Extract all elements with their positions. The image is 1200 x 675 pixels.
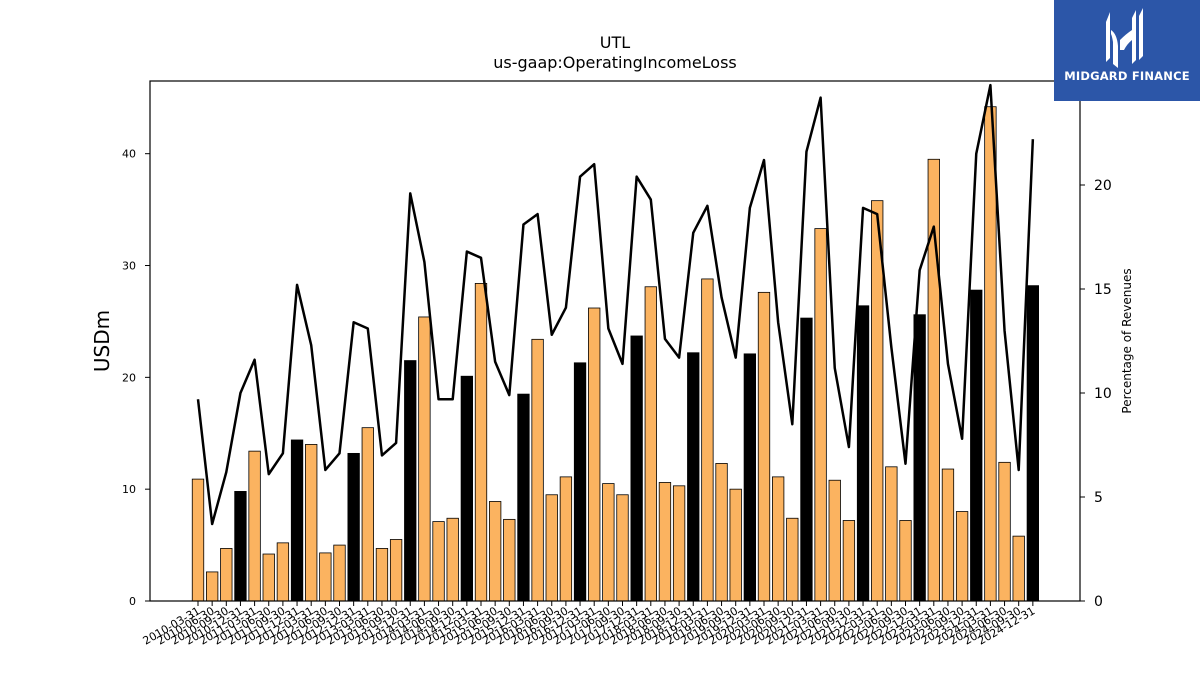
- bar-2011-03-31: [248, 450, 261, 602]
- bar-2021-12-31: [856, 305, 870, 602]
- left-tick-label: 0: [129, 595, 136, 608]
- bar-2016-09-30: [559, 476, 573, 602]
- bar-2012-09-30: [333, 544, 346, 602]
- line-layer: [196, 83, 1035, 526]
- chart-title: UTL: [600, 33, 630, 52]
- bar-2016-12-31: [573, 362, 587, 602]
- bar-2019-03-31: [701, 278, 714, 602]
- logo-text: MIDGARD FINANCE: [1064, 69, 1190, 83]
- x-axis-ticks: 2010-03-312010-06-302010-09-302010-12-31…: [141, 601, 1037, 648]
- bar-2020-06-30: [772, 476, 785, 602]
- midgard-m-icon: [1106, 8, 1143, 68]
- bar-2024-12-31: [1026, 285, 1039, 602]
- bar-2016-03-31: [531, 338, 544, 602]
- bar-2012-12-31: [347, 452, 360, 602]
- bar-2024-03-31: [984, 106, 997, 602]
- bar-2017-06-30: [602, 483, 615, 602]
- bar-2011-12-31: [290, 439, 304, 602]
- right-tick-label: 10: [1094, 386, 1112, 402]
- left-tick-label: 10: [122, 483, 136, 496]
- bar-2021-06-30: [828, 479, 841, 602]
- bar-2015-06-30: [488, 501, 502, 602]
- bar-2022-06-30: [885, 466, 898, 602]
- bar-2013-12-31: [404, 360, 417, 602]
- bar-2019-06-30: [715, 463, 728, 602]
- bar-2021-03-31: [814, 228, 827, 602]
- bar-2014-06-30: [432, 521, 445, 602]
- left-tick-label: 30: [122, 260, 136, 273]
- bar-2023-06-30: [941, 468, 955, 602]
- plot-frame: [149, 80, 1081, 602]
- chart-subtitle: us-gaap:OperatingIncomeLoss: [493, 53, 737, 72]
- right-tick-label: 15: [1094, 282, 1112, 298]
- bar-2024-06-30: [998, 461, 1011, 602]
- bar-2017-09-30: [616, 494, 629, 602]
- bar-2019-09-30: [729, 488, 742, 602]
- percentage-line: [196, 83, 1035, 526]
- bar-2017-03-31: [588, 307, 601, 602]
- right-tick-label: 0: [1094, 594, 1103, 610]
- bar-2019-12-31: [743, 353, 756, 602]
- bar-2012-03-31: [305, 444, 318, 602]
- bar-2011-06-30: [262, 553, 275, 602]
- bar-2020-12-31: [800, 317, 813, 602]
- bar-2015-03-31: [474, 283, 488, 602]
- right-axis-ticks: 0 5 10 15 20: [1080, 178, 1112, 610]
- bar-2024-09-30: [1012, 535, 1025, 602]
- bar-2010-03-31: [191, 478, 205, 602]
- bar-2020-09-30: [786, 517, 799, 602]
- bar-2022-09-30: [899, 520, 912, 602]
- bar-2014-03-31: [418, 316, 431, 602]
- bar-group: [191, 106, 1039, 602]
- bar-2013-09-30: [389, 539, 403, 602]
- bar-2018-03-31: [644, 286, 657, 602]
- left-axis-ticks: 0 10 20 30 40: [122, 148, 150, 608]
- bar-2010-09-30: [220, 548, 233, 602]
- right-tick-label: 20: [1094, 178, 1112, 194]
- bar-2011-09-30: [276, 542, 290, 602]
- bar-2018-12-31: [687, 352, 700, 602]
- bar-2020-03-31: [757, 291, 771, 602]
- bar-2013-03-31: [361, 427, 374, 602]
- bar-2012-06-30: [319, 552, 332, 602]
- y-axis-label: USDm: [90, 310, 114, 372]
- bar-2022-12-31: [913, 314, 926, 602]
- left-tick-label: 20: [122, 371, 136, 384]
- left-tick-label: 40: [122, 148, 136, 161]
- y2-axis-label: Percentage of Revenues: [1120, 268, 1134, 413]
- bar-2014-12-31: [460, 375, 474, 602]
- bar-2023-09-30: [955, 511, 969, 602]
- bar-2013-06-30: [375, 548, 389, 602]
- bar-2016-06-30: [545, 494, 558, 602]
- bar-2010-12-31: [234, 491, 247, 602]
- bar-2015-09-30: [503, 518, 516, 602]
- bar-2018-06-30: [658, 482, 672, 602]
- bar-2021-09-30: [842, 520, 856, 602]
- bar-2014-09-30: [446, 517, 459, 602]
- bar-2023-12-31: [970, 289, 983, 602]
- bar-2017-12-31: [630, 335, 643, 602]
- bar-2018-09-30: [672, 485, 686, 602]
- bar-2010-06-30: [205, 571, 219, 602]
- brand-logo: MIDGARD FINANCE: [1054, 0, 1200, 101]
- right-tick-label: 5: [1094, 490, 1103, 506]
- bar-2015-12-31: [517, 393, 530, 602]
